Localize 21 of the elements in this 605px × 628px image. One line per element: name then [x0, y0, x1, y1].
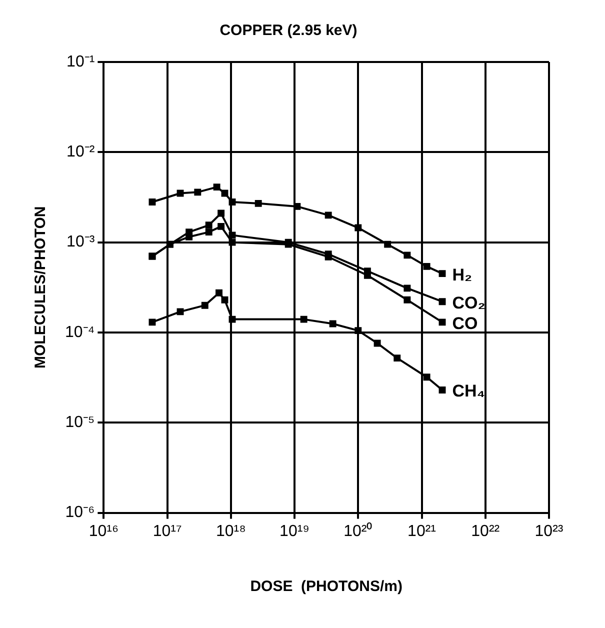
y-tick-label: 10⁻⁶: [65, 504, 95, 522]
y-tick-label: 10⁻⁴: [65, 324, 95, 341]
y-tick-label: 10⁻³: [66, 234, 96, 251]
y-tick-label: 10⁻⁵: [65, 414, 95, 432]
x-tick-label: 10²³: [534, 522, 564, 540]
x-tick-label: 10²¹: [408, 522, 436, 540]
series-label: CH₄: [452, 382, 485, 401]
series-label: CO: [452, 314, 478, 333]
chart-title: COPPER (2.95 keV): [220, 22, 358, 40]
series-label: H₂: [452, 265, 472, 284]
x-tick-label: 10¹⁶: [88, 522, 119, 540]
x-tick-label: 10¹⁸: [216, 522, 246, 540]
y-axis-title: MOLECULES/PHOTON: [32, 206, 50, 369]
y-tick-label: 10⁻¹: [66, 53, 95, 70]
x-tick-label: 10²²: [471, 522, 500, 540]
y-tick-label: 10⁻²: [66, 144, 96, 161]
x-tick-label: 10¹⁷: [152, 522, 182, 540]
series-label: CO₂: [452, 293, 486, 312]
x-axis-title: DOSE (PHOTONS/m): [250, 578, 402, 596]
x-tick-label: 10²⁰: [344, 522, 373, 540]
x-tick-label: 10¹⁹: [280, 522, 310, 540]
